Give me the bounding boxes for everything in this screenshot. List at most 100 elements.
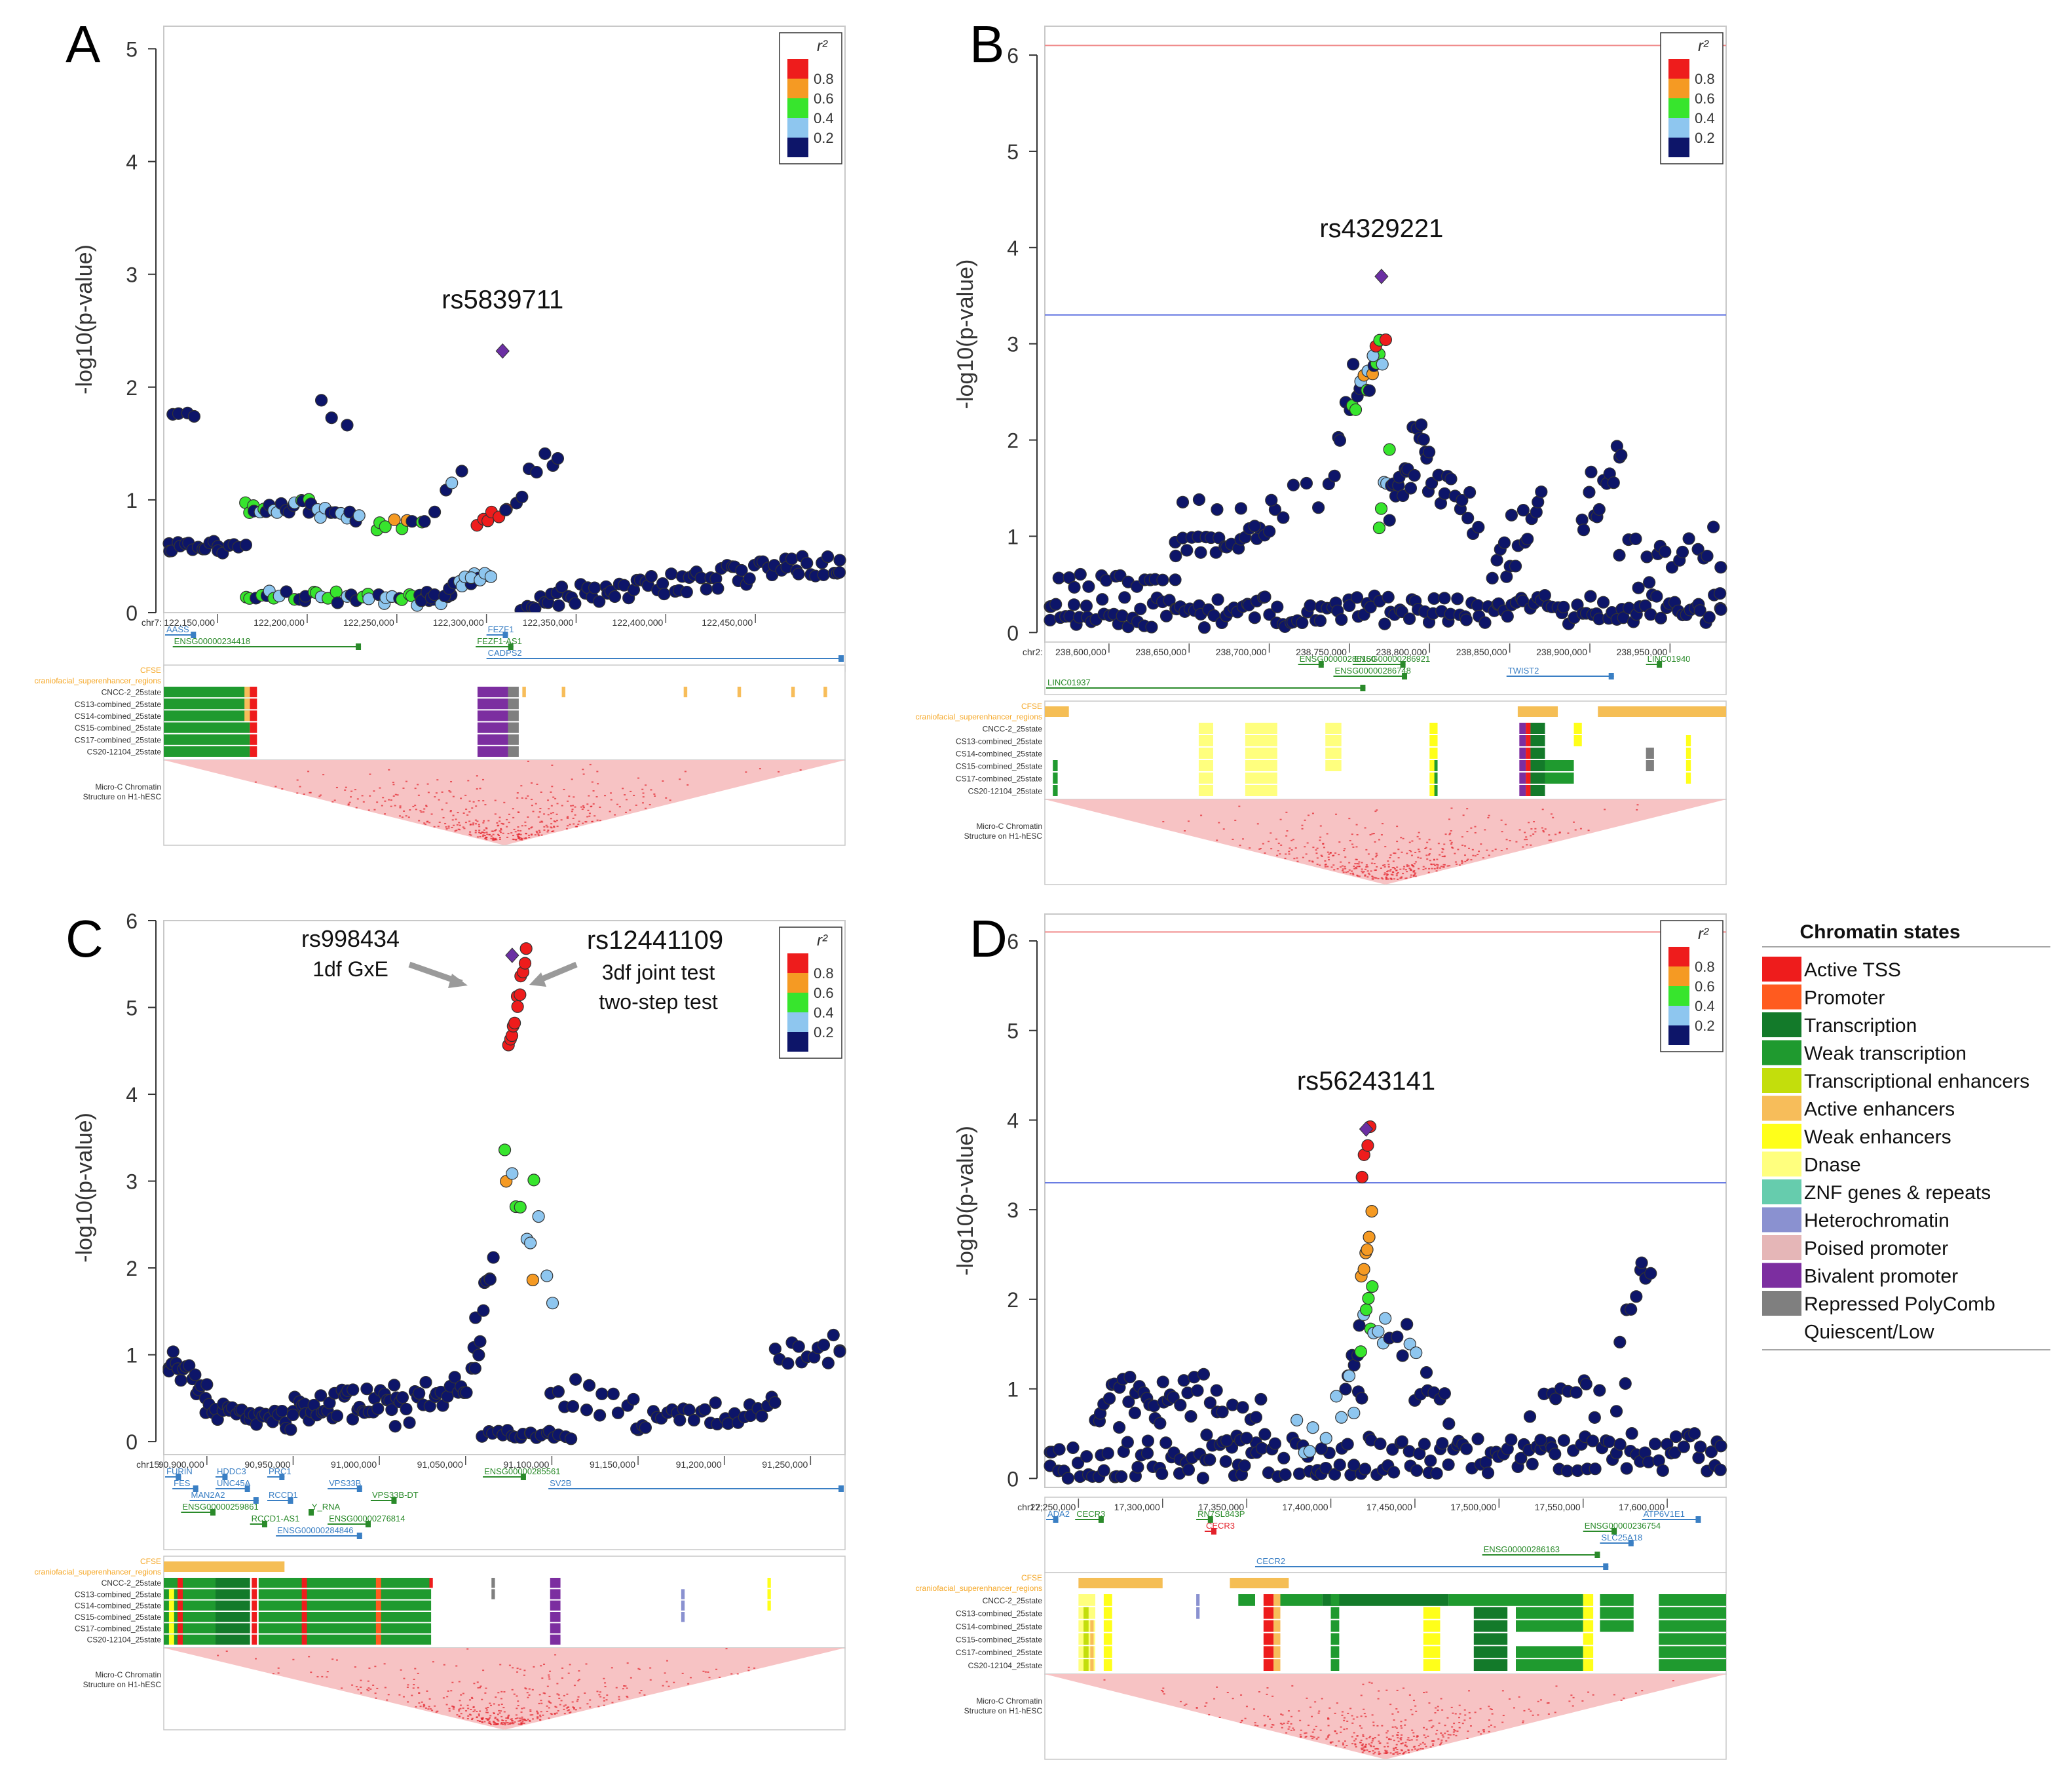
gene-label: FEZF1 [488,624,514,634]
microc-contact [1341,1711,1344,1713]
microc-contact [217,1654,219,1656]
microc-contact [447,1690,449,1692]
microc-contact [1351,1736,1353,1738]
microc-contact [1367,853,1370,855]
snp-point [1342,1369,1356,1383]
snp-point [331,596,344,609]
snp-point [1586,1434,1599,1447]
microc-contact [555,1706,557,1708]
chromatin-state-block [301,1623,307,1634]
snp-point [1097,1464,1110,1477]
microc-contact [531,799,533,801]
snp-point [1258,1428,1271,1441]
track-label-superenhancer: craniofacial_superenhancer_regions [35,1567,161,1576]
microc-contact [484,837,487,839]
microc-contact [1338,1740,1340,1742]
microc-contact [1349,873,1352,875]
superenhancer-region [1517,706,1558,717]
chromatin-state-block [1519,773,1526,784]
microc-contact [531,1714,534,1716]
microc-contact [345,786,347,788]
chromatin-legend-swatch [1762,1235,1801,1260]
microc-contact [1375,877,1378,879]
gene-label: ENSG00000276814 [329,1514,405,1523]
snp-point [1203,1453,1216,1466]
microc-contact [1342,871,1345,873]
microc-contact [493,1721,495,1723]
microc-contact [554,821,557,823]
microc-contact [1409,868,1412,870]
microc-contact [435,792,438,794]
microc-contact [1327,1725,1330,1727]
chromatin-state-block [375,1612,381,1622]
snp-point [1131,1461,1144,1474]
microc-contact [1432,1743,1435,1745]
state-track-frame [1044,700,1727,800]
microc-contact [1613,1694,1615,1696]
microc-contact [1333,869,1336,871]
snp-point [516,490,529,504]
snp-point [388,1420,402,1433]
chromatin-state-block [1519,723,1526,734]
microc-contact [414,805,417,807]
microc-label-2: Structure on H1-hESC [964,831,1043,841]
snp-point [580,1404,593,1417]
snp-point [582,1379,596,1392]
microc-contact [1301,828,1304,830]
microc-label-2: Structure on H1-hESC [964,1706,1043,1715]
microc-contact [645,807,647,809]
gene-exon [356,643,362,650]
microc-contact [1382,864,1384,866]
chromatin-state-block [1263,1607,1274,1619]
microc-contact [1488,1730,1490,1732]
snp-point [1436,1437,1449,1450]
microc-contact [1620,1699,1623,1701]
microc-contact [1351,833,1353,835]
microc-contact [386,1699,388,1701]
snp-point [1607,476,1620,489]
microc-contact [1387,864,1390,866]
microc-contact [1458,1727,1461,1729]
microc-contact [493,1721,495,1723]
microc-contact [517,830,519,831]
snp-point [1682,532,1695,545]
snp-points [1044,333,1727,634]
microc-contact [1322,843,1325,845]
gene-exon [288,1497,293,1504]
annotation-left-snp: rs998434 [301,925,400,952]
state-track-label: CS13-combined_25state [75,700,161,709]
microc-contact [1472,854,1475,856]
microc-contact [1432,1725,1435,1727]
gene-label: ENSG00000286748 [1334,666,1410,676]
microc-contact [418,1692,421,1694]
microc-contact [419,810,422,812]
microc-contact [490,1704,493,1706]
gene-label: CECR2 [1256,1556,1285,1566]
snp-point [1592,503,1606,516]
snp-point [1509,560,1522,573]
microc-contact [1359,1725,1361,1727]
snp-point [1194,546,1207,559]
microc-contact [369,773,371,775]
microc-contact [1428,1720,1431,1722]
snp-point [1460,613,1473,626]
microc-contact [1408,1694,1411,1696]
microc-contact [519,830,522,831]
microc-contact [1397,1732,1399,1734]
microc-contact [1391,1726,1394,1728]
microc-contact [567,817,569,819]
panel-letter: A [66,15,101,73]
microc-contact [446,1696,449,1698]
microc-contacts [1103,1679,1674,1755]
microc-contact [402,787,405,789]
panel-letter: B [970,15,1004,73]
microc-contact [1403,868,1405,870]
snp-point [1359,1303,1373,1316]
microc-contact [1316,864,1319,866]
microc-contact [1392,860,1395,862]
chromatin-state-block [1516,1659,1583,1671]
microc-contact [1449,839,1452,841]
snp-point [1210,1384,1223,1397]
microc-contact [1368,873,1371,875]
microc-contact [715,1668,718,1670]
